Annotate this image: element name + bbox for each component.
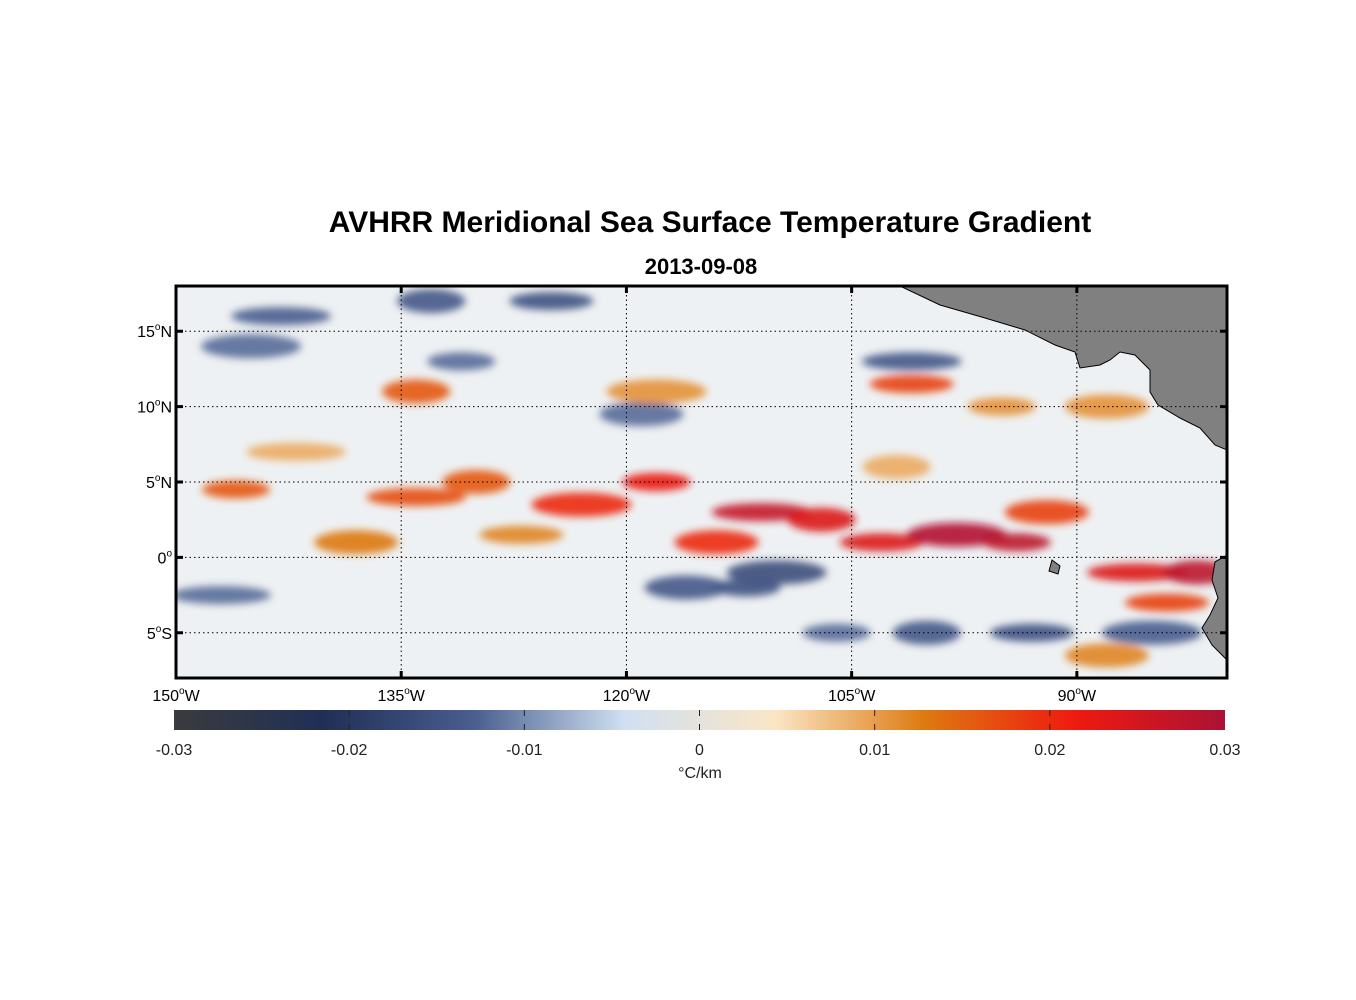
lon-tick-label: 150oW [152,686,200,705]
lon-tick-label: 120oW [603,686,651,705]
gradient-feature [1064,643,1149,668]
gradient-field [176,289,1227,668]
gradient-feature [802,623,871,642]
colorbar [174,710,1225,730]
gradient-feature [202,480,271,499]
lat-tick-label: 5oN [146,473,172,492]
chart-subtitle: 2013-09-08 [644,254,758,279]
gradient-feature [397,289,466,314]
ocean-background [176,286,1227,678]
colorbar-tick-label: -0.03 [156,742,193,759]
colorbar-tick-label: -0.02 [331,742,368,759]
gradient-feature [622,473,691,491]
gradient-feature [246,442,347,461]
gradient-feature [382,379,451,404]
gradient-feature [892,620,961,645]
central-america-land [899,286,1227,451]
gradient-feature [1124,593,1209,612]
gradient-feature [1004,500,1089,525]
lat-tick-label: 0o [158,548,173,567]
gradient-feature [712,578,781,597]
gradient-feature [644,575,729,600]
gradient-feature [479,525,564,544]
colorbar-tick-label: -0.01 [506,742,543,759]
gradient-feature [862,454,931,479]
gradient-feature [674,530,759,555]
chart-title: AVHRR Meridional Sea Surface Temperature… [328,206,1092,239]
lon-tick-label: 135oW [378,686,426,705]
gradient-feature [606,379,707,404]
gradient-feature [906,522,1007,547]
galapagos-islands [1048,559,1061,575]
lat-tick-label: 10oN [137,398,172,417]
gradient-feature [1101,620,1202,645]
lat-tick-label: 15oN [137,322,172,341]
gradient-feature [967,397,1036,416]
gradient-feature [1086,563,1187,582]
gradient-feature [711,503,812,522]
longitude-axis: 150oW 135oW 120oW 105oW 90oW [152,286,1097,705]
gradient-feature [531,492,632,517]
gradient-feature [787,507,856,532]
gradient-feature [176,586,272,605]
lon-tick-label: 90oW [1058,686,1097,705]
gradient-feature [861,352,962,371]
colorbar-unit-label: °C/km [678,765,722,782]
gradient-feature [366,488,467,507]
latitude-axis: 15oN 10oN 5oN 0o 5oS [137,322,1227,643]
colorbar-tick-label: 0.01 [859,742,890,759]
gradient-feature [982,533,1051,552]
colorbar-ticks: -0.03 -0.02 -0.01 0 0.01 0.02 0.03 [156,710,1241,759]
gradient-feature [599,402,684,427]
gradient-feature [509,292,594,311]
gradient-feature [839,533,924,552]
gradient-feature [442,470,511,494]
lon-tick-label: 105oW [828,686,876,705]
gradient-feature [314,530,399,555]
colorbar-tick-label: 0 [695,742,704,759]
colorbar-tick-label: 0.03 [1209,742,1240,759]
gradient-feature [869,375,954,393]
gradient-feature [1162,560,1227,585]
gradient-feature [231,307,332,326]
gradient-feature [201,334,302,359]
lat-tick-label: 5oS [147,624,172,643]
gradient-feature [427,352,496,371]
gradient-feature [1064,394,1149,419]
colorbar-tick-label: 0.02 [1034,742,1065,759]
gradient-feature [726,560,827,585]
